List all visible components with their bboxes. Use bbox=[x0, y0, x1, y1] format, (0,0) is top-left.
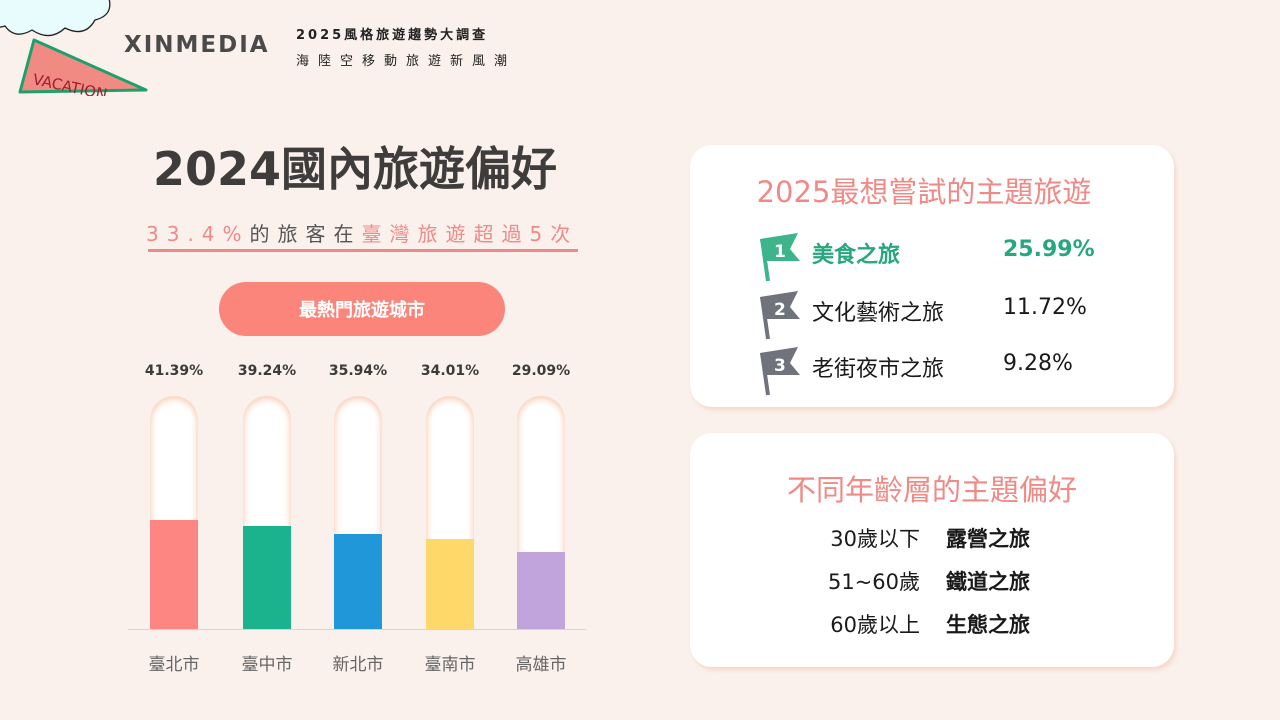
age-group-label: 51~60歲 bbox=[827, 570, 920, 594]
bar-category-label: 高雄市 bbox=[515, 655, 567, 675]
rank-flag-icon: 3 bbox=[760, 347, 800, 396]
cloud-decoration-icon bbox=[0, 0, 111, 37]
bar-category-label: 臺中市 bbox=[241, 655, 293, 675]
age-preference-row: 51~60歲 鐵道之旅 bbox=[690, 566, 1174, 600]
age-preference-row: 60歲以上 生態之旅 bbox=[690, 609, 1174, 643]
tagline-end: 臺灣旅遊超過5次 bbox=[361, 222, 579, 246]
page-title: 2024國內旅遊偏好 bbox=[152, 142, 558, 196]
bar-track bbox=[426, 396, 474, 629]
bar-category-label: 臺北市 bbox=[148, 655, 200, 675]
age-theme-label: 鐵道之旅 bbox=[946, 570, 1030, 594]
bar-value-label: 35.94% bbox=[328, 363, 388, 379]
age-card-title: 不同年齡層的主題偏好 bbox=[786, 473, 1077, 507]
bar-track bbox=[243, 396, 291, 629]
themes-card-title: 2025最想嘗試的主題旅遊 bbox=[756, 175, 1092, 209]
vacation-pennant-icon: VACATION bbox=[18, 38, 148, 96]
svg-text:1: 1 bbox=[774, 242, 786, 262]
age-preference-row: 30歲以下 露營之旅 bbox=[690, 523, 1174, 557]
bar-fill bbox=[150, 520, 198, 629]
theme-label: 老街夜市之旅 bbox=[812, 357, 945, 382]
chart-baseline bbox=[128, 629, 586, 630]
tagline-underline bbox=[148, 249, 578, 252]
report-subtitle: 海陸空移動旅遊新風潮 bbox=[296, 54, 517, 69]
popular-cities-button[interactable]: 最熱門旅遊城市 bbox=[219, 282, 505, 336]
bar-track bbox=[334, 396, 382, 629]
bar-fill bbox=[243, 526, 291, 629]
svg-text:2: 2 bbox=[774, 300, 786, 320]
theme-percent: 25.99% bbox=[1003, 237, 1095, 262]
bar-category-label: 臺南市 bbox=[424, 655, 476, 675]
bar-value-label: 41.39% bbox=[144, 363, 204, 379]
theme-percent: 9.28% bbox=[1003, 351, 1073, 376]
age-preferences-card: 不同年齡層的主題偏好 30歲以下 露營之旅 51~60歲 鐵道之旅 60歲以上 生態之旅 bbox=[690, 433, 1174, 667]
svg-text:3: 3 bbox=[774, 356, 786, 376]
bar-fill bbox=[517, 552, 565, 629]
tagline: 33.4%的旅客在臺灣旅遊超過5次 bbox=[146, 218, 578, 247]
theme-label: 美食之旅 bbox=[812, 243, 901, 268]
bar-value-label: 39.24% bbox=[237, 363, 297, 379]
bar-fill bbox=[426, 539, 474, 629]
bar-track bbox=[517, 396, 565, 629]
bar-value-label: 34.01% bbox=[420, 363, 480, 379]
theme-percent: 11.72% bbox=[1003, 295, 1087, 320]
theme-rank-row: 1 美食之旅 25.99% bbox=[690, 231, 1174, 282]
report-title: 2025風格旅遊趨勢大調查 bbox=[296, 28, 489, 43]
rank-flag-icon: 2 bbox=[760, 291, 800, 340]
age-group-label: 60歲以上 bbox=[830, 613, 920, 637]
rank-flag-icon: 1 bbox=[760, 233, 800, 282]
city-bar-chart: 41.39% 臺北市 39.24% 臺中市 35.94% 新北市 34.01% 臺南市 29.0… bbox=[128, 355, 588, 685]
age-theme-label: 生態之旅 bbox=[946, 613, 1030, 637]
age-theme-label: 露營之旅 bbox=[946, 527, 1030, 551]
bar-fill bbox=[334, 534, 382, 629]
bar-value-label: 29.09% bbox=[511, 363, 571, 379]
age-group-label: 30歲以下 bbox=[830, 527, 920, 551]
tagline-stat: 33.4% bbox=[146, 222, 250, 246]
themes-card: 2025最想嘗試的主題旅遊 1 美食之旅 25.99% 2 文化藝術之旅 11.72% 3 老… bbox=[690, 145, 1174, 407]
bar-track bbox=[150, 396, 198, 629]
brand-logo: XINMEDIA bbox=[124, 32, 270, 58]
theme-rank-row: 2 文化藝術之旅 11.72% bbox=[690, 289, 1174, 340]
theme-rank-row: 3 老街夜市之旅 9.28% bbox=[690, 345, 1174, 396]
bar-category-label: 新北市 bbox=[332, 655, 384, 675]
tagline-mid: 的旅客在 bbox=[249, 222, 362, 246]
theme-label: 文化藝術之旅 bbox=[812, 301, 945, 326]
